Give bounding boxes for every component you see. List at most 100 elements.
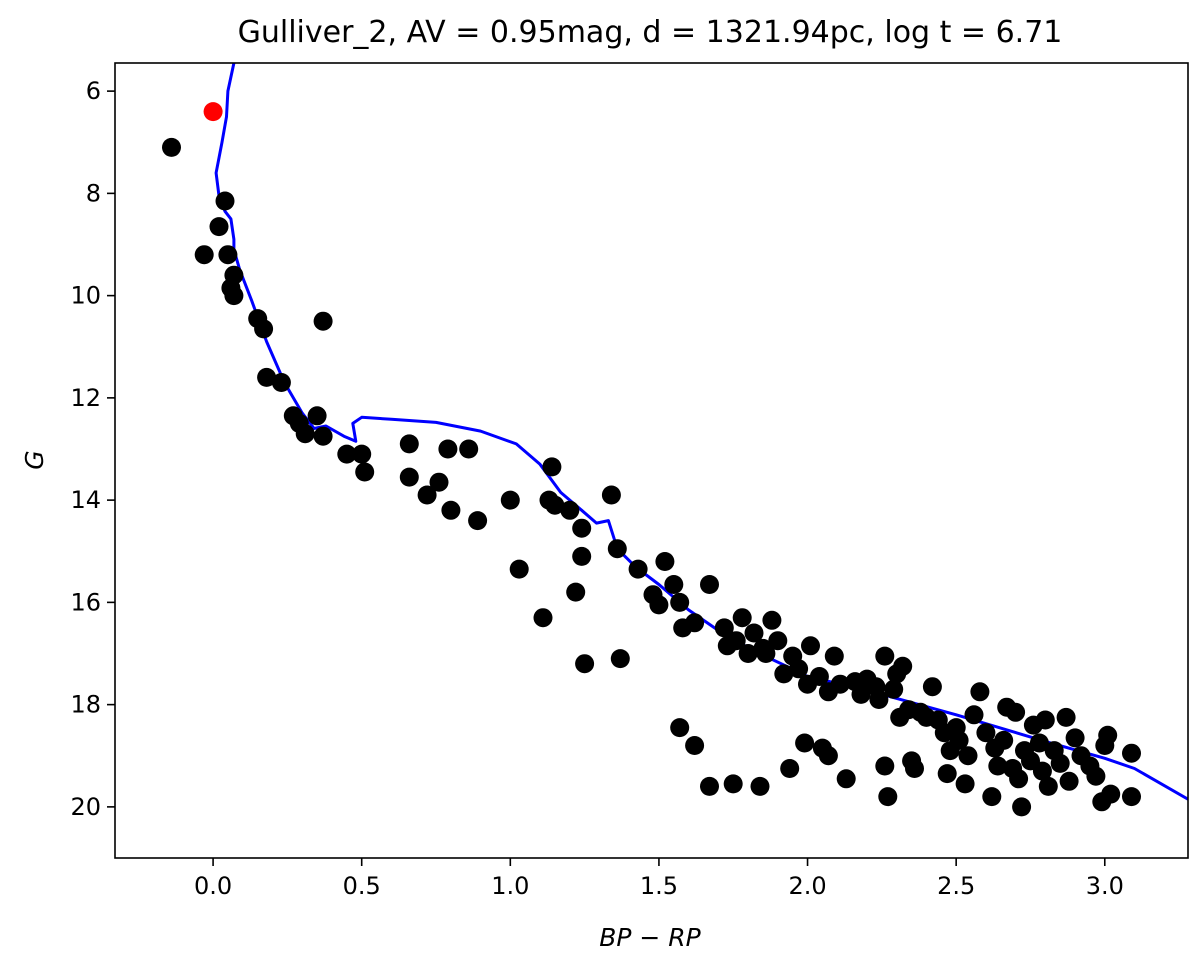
y-tick-label: 14 [70, 486, 101, 514]
data-point [869, 690, 889, 709]
x-axis-label: BP − RP [599, 923, 701, 952]
x-tick-label: 3.0 [1086, 872, 1124, 900]
data-point [545, 495, 565, 515]
data-point [429, 472, 449, 492]
y-tick-label: 16 [70, 588, 101, 616]
data-point [254, 319, 274, 339]
data-point [1059, 771, 1079, 791]
data-point [795, 733, 815, 753]
isochrone-line [214, 63, 1188, 801]
data-point [970, 682, 990, 702]
data-point [218, 245, 238, 265]
data-point [572, 518, 592, 538]
data-point [542, 457, 562, 477]
highlight-point [203, 102, 223, 122]
data-point [649, 595, 669, 615]
data-point [1012, 797, 1032, 817]
data-point [352, 444, 372, 464]
x-tick-label: 0.0 [194, 872, 232, 900]
y-tick-label: 8 [86, 179, 101, 207]
data-point [1101, 784, 1121, 804]
data-point [1098, 725, 1118, 745]
data-point [295, 424, 315, 444]
data-point [572, 546, 592, 566]
data-point [851, 684, 871, 704]
data-point [768, 631, 788, 651]
data-point [664, 575, 684, 594]
y-tick-label: 10 [70, 282, 101, 310]
data-point [756, 644, 776, 663]
y-axis: 6 8 10 12 14 16 18 20 [70, 77, 115, 821]
data-point [774, 664, 794, 684]
data-point [809, 667, 829, 686]
data-point [949, 730, 969, 750]
data-point [441, 500, 461, 520]
data-point [732, 608, 752, 628]
data-point [738, 644, 758, 663]
data-point [937, 764, 957, 784]
data-point [209, 217, 229, 237]
x-tick-label: 1.0 [491, 872, 529, 900]
data-point [313, 311, 333, 331]
data-point [1122, 787, 1141, 807]
plot-marks [162, 63, 1188, 817]
data-point [257, 367, 277, 387]
data-point [958, 746, 978, 766]
data-point [1065, 728, 1085, 748]
data-point [438, 439, 458, 459]
data-point [884, 679, 904, 699]
data-point [875, 646, 895, 666]
data-point [601, 485, 621, 505]
data-point [955, 774, 975, 794]
data-point [988, 756, 1008, 776]
data-point [533, 608, 553, 628]
data-point [1006, 702, 1026, 722]
data-point [313, 426, 333, 446]
data-point [762, 610, 782, 630]
data-point [509, 559, 529, 579]
data-point [824, 646, 844, 666]
data-point [744, 623, 764, 643]
data-point [215, 191, 235, 211]
data-point [194, 245, 214, 265]
data-point [1056, 707, 1076, 727]
data-point [700, 575, 719, 594]
data-point [922, 677, 942, 697]
data-point [818, 746, 838, 766]
data-point [670, 718, 690, 738]
data-point [610, 649, 630, 669]
data-point [801, 636, 820, 656]
data-point [976, 723, 996, 743]
data-point [307, 406, 327, 426]
data-point [628, 559, 648, 579]
data-point [1035, 710, 1055, 730]
data-point [607, 539, 627, 559]
data-point [355, 462, 375, 482]
data-point [994, 730, 1014, 750]
data-point [1032, 761, 1052, 781]
data-point [836, 769, 856, 789]
x-axis: 0.0 0.5 1.0 1.5 2.0 2.5 3.0 [194, 858, 1124, 900]
data-point [560, 500, 580, 520]
data-point [905, 759, 924, 778]
chart-title: Gulliver_2, AV = 0.95mag, d = 1321.94pc,… [238, 15, 1063, 50]
data-point [700, 776, 719, 796]
data-point [399, 467, 419, 487]
x-tick-label: 2.5 [937, 872, 975, 900]
data-point [575, 654, 595, 674]
data-point [417, 485, 437, 505]
data-point [566, 582, 586, 602]
data-point [982, 787, 1002, 807]
data-point [685, 736, 705, 755]
data-point [726, 631, 746, 651]
data-point [1086, 766, 1106, 786]
plot-frame [114, 62, 1189, 859]
data-point [964, 705, 984, 725]
data-point [750, 776, 770, 796]
data-point [789, 659, 809, 679]
data-point [685, 613, 705, 633]
data-point [224, 286, 244, 306]
data-point [714, 618, 734, 638]
data-point [1050, 753, 1070, 773]
